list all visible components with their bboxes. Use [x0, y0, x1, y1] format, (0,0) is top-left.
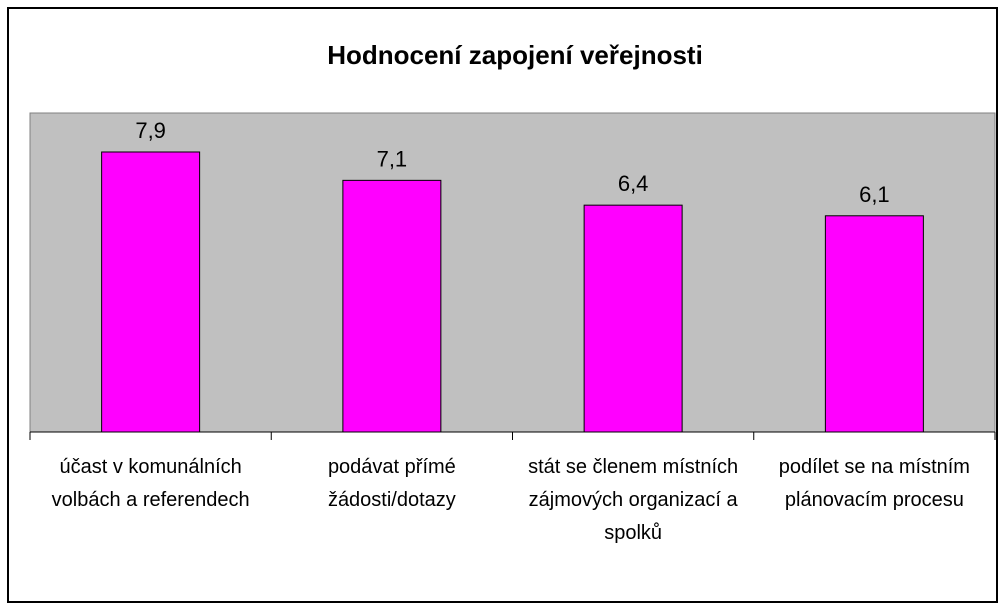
data-label: 6,4	[618, 171, 649, 196]
x-tick-label: podílet se na místním plánovacím procesu	[778, 456, 970, 511]
chart-title: Hodnocení zapojení veřejnosti	[327, 40, 703, 70]
bar	[101, 151, 201, 433]
data-label: 7,1	[377, 146, 408, 171]
x-tick-label: stát se členem místních zájmových organi…	[528, 456, 739, 544]
bar	[342, 179, 442, 433]
bar	[583, 204, 683, 433]
x-tick-label: podávat přímé žádosti/dotazy	[327, 456, 456, 511]
data-label: 6,1	[859, 182, 890, 207]
x-tick-label: účast v komunálních volbách a referendec…	[51, 456, 250, 511]
bar	[824, 215, 924, 433]
data-label: 7,9	[135, 118, 166, 143]
